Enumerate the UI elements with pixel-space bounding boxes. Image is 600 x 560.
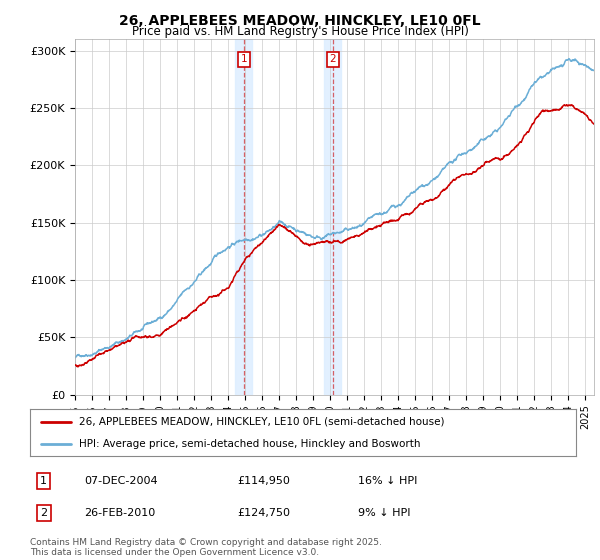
- Text: Contains HM Land Registry data © Crown copyright and database right 2025.
This d: Contains HM Land Registry data © Crown c…: [30, 538, 382, 557]
- Text: 2: 2: [329, 54, 336, 64]
- Text: £114,950: £114,950: [238, 476, 290, 486]
- Text: £124,750: £124,750: [238, 508, 290, 518]
- Text: 07-DEC-2004: 07-DEC-2004: [85, 476, 158, 486]
- Text: 1: 1: [40, 476, 47, 486]
- Text: 9% ↓ HPI: 9% ↓ HPI: [358, 508, 410, 518]
- Text: HPI: Average price, semi-detached house, Hinckley and Bosworth: HPI: Average price, semi-detached house,…: [79, 438, 421, 449]
- Text: 26, APPLEBEES MEADOW, HINCKLEY, LE10 0FL: 26, APPLEBEES MEADOW, HINCKLEY, LE10 0FL: [119, 14, 481, 28]
- Text: 2: 2: [40, 508, 47, 518]
- Text: 26-FEB-2010: 26-FEB-2010: [85, 508, 156, 518]
- Text: 1: 1: [241, 54, 247, 64]
- Text: 26, APPLEBEES MEADOW, HINCKLEY, LE10 0FL (semi-detached house): 26, APPLEBEES MEADOW, HINCKLEY, LE10 0FL…: [79, 417, 445, 427]
- Text: 16% ↓ HPI: 16% ↓ HPI: [358, 476, 417, 486]
- Bar: [324, 39, 341, 395]
- Text: Price paid vs. HM Land Registry's House Price Index (HPI): Price paid vs. HM Land Registry's House …: [131, 25, 469, 38]
- Bar: [235, 39, 253, 395]
